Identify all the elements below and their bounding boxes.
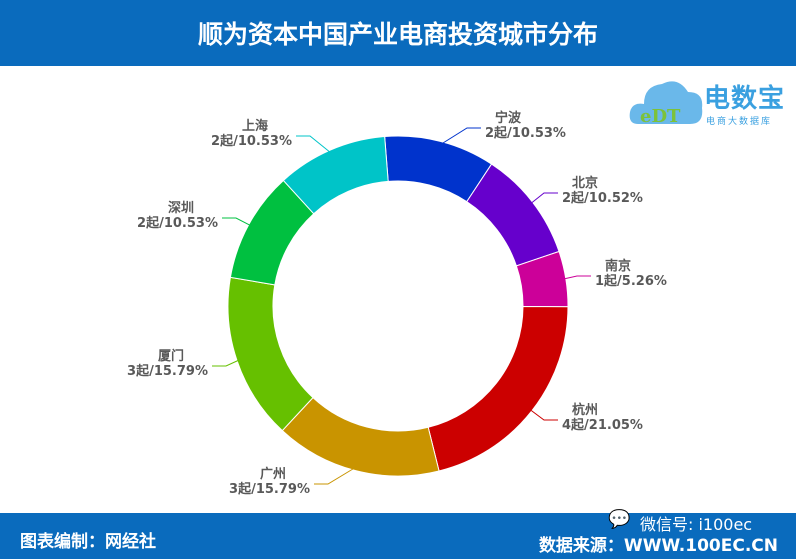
leader-line xyxy=(296,135,333,155)
footer-credit: 图表编制：网经社 xyxy=(20,532,156,552)
leader-line xyxy=(561,275,591,280)
footer-source: 数据来源：WWW.100EC.CN xyxy=(538,536,778,556)
category-label: 上海 xyxy=(242,118,268,134)
logo-text: 电数宝 xyxy=(704,84,786,114)
category-label: 杭州 xyxy=(572,402,598,418)
leader-line xyxy=(529,192,558,205)
leader-line xyxy=(439,127,481,146)
category-label: 北京 xyxy=(572,175,598,191)
slice-上海 xyxy=(282,135,389,215)
title-text: 顺为资本中国产业电商投资城市分布 xyxy=(197,20,598,49)
footer: 图表编制：网经社 💬 微信号: i100ec 数据来源：WWW.100EC.CN xyxy=(0,509,796,559)
data-label: 3起/15.79% xyxy=(127,363,208,379)
data-label: 2起/10.53% xyxy=(485,125,566,141)
cloud-logo-icon: eDT xyxy=(629,81,703,127)
wechat-id: 微信号: i100ec xyxy=(640,515,753,534)
svg-text:eDT: eDT xyxy=(640,106,681,127)
data-label: 2起/10.53% xyxy=(137,215,218,231)
slice-广州 xyxy=(281,396,440,477)
category-label: 宁波 xyxy=(495,110,522,126)
data-label: 4起/21.05% xyxy=(562,417,643,433)
data-label: 3起/15.79% xyxy=(229,481,310,497)
category-label: 厦门 xyxy=(158,348,184,364)
leader-line xyxy=(528,408,558,421)
category-label: 广州 xyxy=(260,466,286,482)
leader-line xyxy=(314,466,357,485)
logo-subtitle: 电商大数据库 xyxy=(706,117,773,127)
slice-杭州 xyxy=(427,306,569,472)
leader-line xyxy=(222,217,253,227)
logo: eDT 电数宝 电商大数据库 xyxy=(628,72,794,132)
category-label: 南京 xyxy=(605,258,631,274)
wechat-icon: 💬 xyxy=(608,509,631,530)
category-label: 深圳 xyxy=(168,200,194,216)
data-label: 1起/5.26% xyxy=(595,273,667,289)
data-label: 2起/10.52% xyxy=(562,190,643,206)
page-title: 顺为资本中国产业电商投资城市分布 xyxy=(0,0,796,66)
leader-line xyxy=(212,358,241,367)
data-label: 2起/10.53% xyxy=(211,133,292,149)
slice-厦门 xyxy=(227,276,314,432)
